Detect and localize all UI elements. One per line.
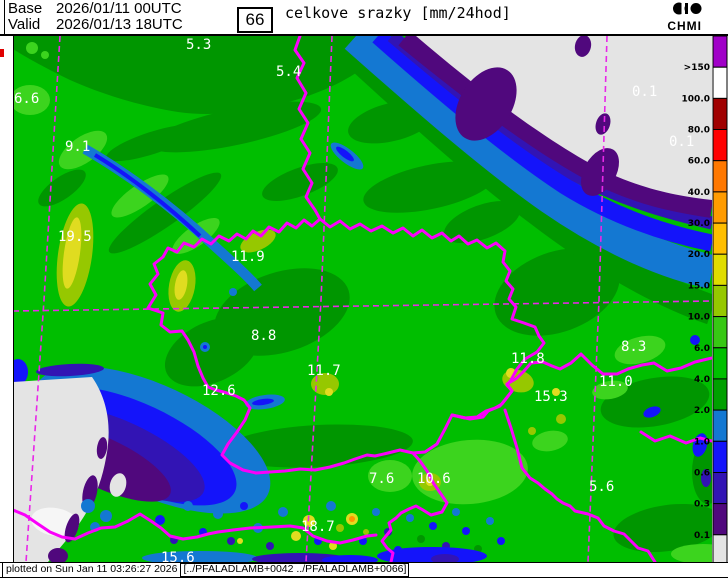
precip-value-label: 8.3 <box>621 339 646 355</box>
base-time-label: Base <box>8 0 43 17</box>
chmi-logo-text: CHMI <box>667 19 702 33</box>
colorbar-block <box>712 472 728 505</box>
left-edge-mark <box>0 49 4 57</box>
colorbar-block <box>712 347 728 380</box>
valid-time-label: Valid <box>8 16 41 33</box>
footer-bar: plotted on Sun Jan 11 03:26:27 2026 [../P… <box>0 562 728 578</box>
colorbar-labels: >150 100.0 80.0 60.0 40.0 30.0 20.0 15.0 10.0 6.0… <box>682 63 710 541</box>
colorbar-tick-label: 1.0 <box>694 437 710 447</box>
precip-value-label: 18.7 <box>301 519 335 535</box>
precip-value-label: 11.7 <box>307 363 341 379</box>
border-right-fragment <box>639 430 712 445</box>
colorbar-tick-label: 0.1 <box>694 531 710 541</box>
precip-value-label: 19.5 <box>58 229 92 245</box>
header-bar: Base 2026/01/11 00UTC Valid 2026/01/13 1… <box>0 0 728 36</box>
border-czech-republic <box>146 217 546 475</box>
colorbar-block <box>712 35 728 68</box>
precip-value-label: 11.9 <box>231 249 265 265</box>
precip-value-label: 15.3 <box>534 389 568 405</box>
colorbar-tick-label: 100.0 <box>682 94 710 104</box>
colorbar-tick-label: 2.0 <box>694 406 710 416</box>
colorbar-tick-label: 40.0 <box>688 188 710 198</box>
colorbar-block <box>712 503 728 536</box>
colorbar-block <box>712 253 728 286</box>
colorbar-block <box>712 191 728 224</box>
precip-value-label: 0.1 <box>669 134 694 150</box>
map-field <box>13 36 712 562</box>
colorbar-block <box>712 440 728 473</box>
colorbar-block <box>712 129 728 162</box>
colorbar-block <box>712 378 728 411</box>
colorbar-tick-label: 15.0 <box>688 281 710 291</box>
precip-value-label: 11.8 <box>511 351 545 367</box>
colorbar-block <box>712 222 728 255</box>
valid-time-value: 2026/01/13 18UTC <box>56 16 183 33</box>
precip-value-label: 6.6 <box>14 91 39 107</box>
colorbar-block <box>712 284 728 318</box>
colorbar-block <box>712 160 728 193</box>
colorbar-tick-label: 10.0 <box>688 313 710 323</box>
border-moravia-dip <box>380 451 449 562</box>
plotted-timestamp: plotted on Sun Jan 11 03:26:27 2026 <box>6 563 178 575</box>
colorbar-tick-label: 6.0 <box>694 344 710 354</box>
colorbar-tick-label: 80.0 <box>688 126 710 136</box>
precip-value-label: 9.1 <box>65 139 90 155</box>
colorbar-block <box>712 97 728 131</box>
precip-value-label: 5.4 <box>276 64 301 80</box>
border-alps <box>13 508 378 545</box>
colorbar-tick-label: 60.0 <box>688 157 710 167</box>
forecast-hour-box: 66 <box>237 7 273 33</box>
border-east <box>450 352 712 420</box>
colorbar-tick-label: 30.0 <box>688 219 710 229</box>
chmi-logo: CHMI <box>656 2 702 32</box>
colorbar-block <box>712 409 728 442</box>
border-southeast <box>503 408 657 562</box>
colorbar-tick-label: 0.3 <box>694 500 710 510</box>
border-de-pl <box>293 36 322 221</box>
colorbar-tick-label: >150 <box>684 63 710 73</box>
base-time-value: 2026/01/11 00UTC <box>56 0 182 17</box>
colorbar-scale <box>712 35 728 567</box>
source-files: [../PFALADLAMB+0042 ../PFALADLAMB+0066] <box>180 563 410 577</box>
colorbar-block <box>712 316 728 349</box>
colorbar-block <box>712 66 728 99</box>
colorbar-tick-label: 0.6 <box>694 469 710 479</box>
precip-value-label: 11.0 <box>599 374 633 390</box>
chmi-logo-icon <box>673 2 702 15</box>
precip-value-label: 7.6 <box>369 471 394 487</box>
precip-value-label: 10.6 <box>417 471 451 487</box>
precip-value-label: 8.8 <box>251 328 276 344</box>
colorbar-tick-label: 4.0 <box>694 375 710 385</box>
precip-value-label: 5.6 <box>589 479 614 495</box>
precip-value-label: 5.3 <box>186 37 211 53</box>
precip-value-label: 0.1 <box>632 84 657 100</box>
colorbar-tick-label: 20.0 <box>688 250 710 260</box>
product-title: celkove srazky [mm/24hod] <box>285 4 511 22</box>
map-value-labels: 5.3 5.4 6.6 0.1 9.1 0.1 19.5 11.9 8.8 11.8 8.3 11.7… <box>14 37 694 566</box>
precip-value-label: 12.6 <box>202 383 236 399</box>
